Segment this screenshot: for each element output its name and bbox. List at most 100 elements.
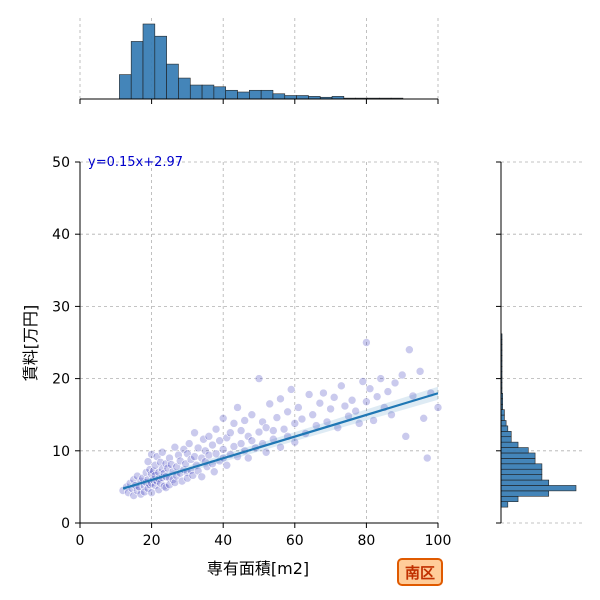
scatter-point <box>161 483 171 492</box>
x-tick-label: 100 <box>425 533 452 549</box>
scatter-point <box>175 456 185 466</box>
scatter-point <box>419 414 428 423</box>
y-tick-label: 20 <box>52 372 70 388</box>
y-hist-bar <box>500 447 529 454</box>
scatter-point <box>201 446 210 456</box>
scatter-point <box>147 450 156 459</box>
y-hist-bar <box>500 409 505 416</box>
scatter-point <box>226 428 235 438</box>
x-hist-bar <box>178 77 191 100</box>
y-tick-label: 40 <box>52 227 70 243</box>
scatter-point <box>369 416 378 425</box>
scatter-point <box>236 426 246 435</box>
scatter-point <box>240 416 249 425</box>
scatter-point <box>243 432 253 441</box>
scatter-point <box>362 338 371 347</box>
scatter-point <box>401 432 411 441</box>
scatter-point <box>243 453 253 463</box>
axes <box>75 98 502 528</box>
scatter-point <box>308 410 318 420</box>
scatter-point <box>211 424 221 434</box>
scatter-point <box>319 388 328 398</box>
y-hist-bar <box>500 452 536 459</box>
scatter-point <box>433 403 443 412</box>
tick-labels: 0 20 40 60 80 100 0 10 20 30 40 50 <box>52 155 451 549</box>
x-hist-bar <box>119 74 132 100</box>
x-hist-bar <box>201 84 215 100</box>
district-badge: 南区 <box>397 558 443 586</box>
x-hist-bar <box>154 35 167 100</box>
x-hist-bar <box>142 23 156 100</box>
x-tick-label: 80 <box>357 533 375 549</box>
district-badge-box <box>397 558 443 586</box>
y-hist-bar <box>500 474 543 481</box>
scatter-point <box>222 460 232 470</box>
scatter-point <box>208 440 217 450</box>
scatter-point <box>222 433 232 443</box>
y-tick-label: 10 <box>52 444 70 460</box>
y-hist-bar <box>500 501 509 508</box>
scatter-point <box>229 442 239 451</box>
scatter-point <box>351 406 360 416</box>
scatter-point <box>265 399 275 409</box>
scatter-point <box>290 419 300 428</box>
scatter-point <box>390 378 400 388</box>
scatter-point <box>211 449 221 458</box>
y-hist-bar <box>500 425 509 432</box>
regression-line <box>122 386 439 491</box>
x-tick-label: 20 <box>143 533 161 549</box>
y-hist-bar <box>500 441 519 448</box>
scatter-point <box>297 414 307 424</box>
scatter-point <box>179 445 189 454</box>
scatter-point <box>165 453 174 463</box>
regression-equation: y=0.15x+2.97 <box>88 155 183 170</box>
y-hist-bar <box>500 414 505 421</box>
y-hist-bar <box>500 479 550 486</box>
scatter-point <box>132 471 142 481</box>
scatter-point <box>283 407 292 417</box>
x-marginal-histogram <box>119 23 404 100</box>
scatter-point <box>124 488 133 497</box>
scatter-point <box>236 439 246 448</box>
scatter-point <box>397 370 407 380</box>
y-hist-bar <box>500 485 577 492</box>
scatter-point <box>354 419 364 428</box>
scatter-point <box>294 403 303 412</box>
regression-fit-line <box>122 392 439 490</box>
scatter-point <box>415 367 425 376</box>
scatter-point <box>347 395 357 405</box>
scatter-point <box>166 460 176 469</box>
scatter-point <box>276 442 285 452</box>
x-hist-bar <box>260 89 274 100</box>
scatter-point <box>272 413 282 422</box>
x-hist-bar <box>166 63 179 100</box>
scatter-point <box>329 393 339 402</box>
y-hist-bar <box>500 495 519 503</box>
scatter-point <box>326 404 335 414</box>
scatter-point <box>156 458 165 467</box>
scatter-point <box>170 442 180 452</box>
y-hist-bar <box>500 436 512 443</box>
scatter-point <box>204 432 214 441</box>
scatter-point <box>215 436 224 445</box>
y-hist-bar <box>500 420 507 427</box>
scatter-point <box>261 447 271 457</box>
scatter-point <box>190 428 199 438</box>
y-tick-label: 30 <box>52 299 70 315</box>
y-axis-title: 賃料[万円] <box>21 305 40 382</box>
scatter-point <box>158 464 167 474</box>
scatter-point <box>290 437 300 447</box>
scatter-point <box>233 403 242 412</box>
scatter-point <box>143 457 153 466</box>
scatter-point <box>204 450 214 460</box>
scatter-point <box>140 487 149 497</box>
scatter-point <box>218 445 228 454</box>
y-marginal-histogram <box>500 333 577 508</box>
x-hist-bar <box>237 91 250 100</box>
scatter-point <box>150 481 160 490</box>
scatter-point <box>261 423 271 432</box>
scatter-point <box>376 374 386 383</box>
x-hist-bar <box>296 95 309 100</box>
scatter-point <box>184 439 194 448</box>
scatter-point <box>304 390 314 399</box>
